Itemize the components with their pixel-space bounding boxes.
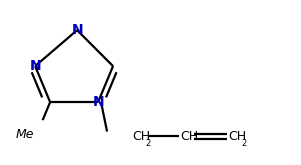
Text: CH: CH: [181, 130, 199, 143]
Text: N: N: [29, 59, 41, 73]
Text: CH: CH: [132, 130, 150, 143]
Text: 2: 2: [146, 139, 151, 148]
Text: N: N: [71, 23, 83, 37]
Text: CH: CH: [228, 130, 247, 143]
Text: N: N: [92, 95, 104, 109]
Text: 2: 2: [242, 139, 247, 148]
Text: Me: Me: [15, 128, 34, 141]
